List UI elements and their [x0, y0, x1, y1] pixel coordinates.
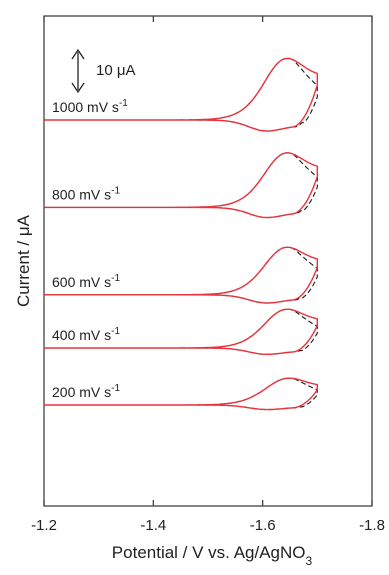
x-tick-label: -1.4 — [140, 517, 166, 534]
scan-rate-label-text: 200 mV s — [52, 384, 111, 400]
scan-rate-label-superscript: -1 — [111, 185, 120, 196]
scale-bar: 10 μA — [71, 48, 136, 94]
measured-trace — [44, 152, 318, 219]
x-axis-title: Potential / V vs. Ag/AgNO3 — [112, 543, 313, 568]
scale-bar-label: 10 μA — [96, 62, 136, 79]
scan-rate-label-superscript: -1 — [111, 383, 120, 394]
measured-trace — [44, 57, 318, 132]
x-tick-label: -1.8 — [359, 517, 385, 534]
scan-rate-label: 600 mV s-1 — [52, 273, 120, 290]
y-axis-title: Current / μA — [14, 214, 33, 307]
scan-rate-label: 800 mV s-1 — [52, 185, 120, 202]
scan-rate-label: 1000 mV s-1 — [52, 98, 128, 115]
cv-traces — [44, 57, 318, 411]
measured-trace — [44, 246, 318, 304]
scan-rate-label-text: 800 mV s — [52, 186, 111, 202]
scan-rate-label: 400 mV s-1 — [52, 326, 120, 343]
scan-rate-label-text: 400 mV s — [52, 327, 111, 343]
scale-bar-arrow-up — [71, 48, 85, 60]
scale-bar-arrow-down — [71, 82, 85, 94]
x-tick-label: -1.2 — [31, 517, 57, 534]
scan-rate-label-text: 600 mV s — [52, 274, 111, 290]
scan-rate-label: 200 mV s-1 — [52, 383, 120, 400]
x-axis-ticks: -1.2 -1.4 -1.6 -1.8 — [31, 16, 385, 534]
measured-trace — [44, 377, 318, 411]
scan-rate-label-text: 1000 mV s — [52, 99, 119, 115]
x-tick-label: -1.6 — [250, 517, 276, 534]
scan-rate-label-superscript: -1 — [119, 98, 128, 109]
plot-frame — [43, 15, 373, 507]
x-axis-title-subscript: 3 — [306, 554, 313, 568]
scan-rate-label-superscript: -1 — [111, 273, 120, 284]
x-axis-title-main: Potential / V vs. Ag/AgNO — [112, 543, 306, 562]
scan-rate-label-superscript: -1 — [111, 326, 120, 337]
measured-trace — [44, 308, 318, 355]
